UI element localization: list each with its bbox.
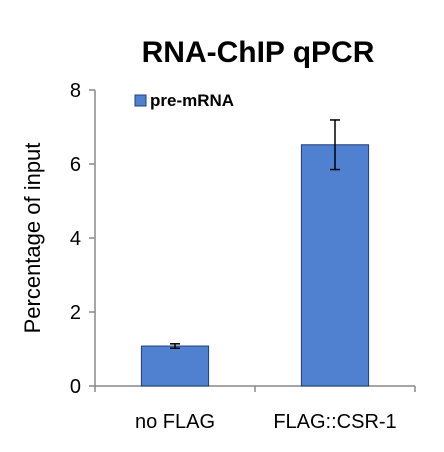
bar-no-flag: [140, 345, 210, 387]
y-axis-title: Percentage of input: [20, 143, 45, 334]
legend-swatch: [134, 94, 147, 107]
legend: pre-mRNA: [134, 91, 234, 110]
x-category-label: FLAG::CSR-1: [273, 411, 396, 433]
plot-area: 0 2 4 6 8no FLAG FLAG::CSR-1: [70, 80, 416, 433]
y-tick-label: 8: [70, 80, 81, 102]
bar-flag-csr-1: [300, 144, 370, 387]
y-tick-label: 0: [70, 376, 81, 398]
legend-label: pre-mRNA: [150, 91, 234, 110]
chart-title: RNA-ChIP qPCR: [142, 36, 375, 69]
y-tick-label: 6: [70, 154, 81, 176]
y-tick-label: 4: [70, 228, 81, 250]
y-tick-label: 2: [70, 302, 81, 324]
x-category-label: no FLAG: [135, 411, 215, 433]
